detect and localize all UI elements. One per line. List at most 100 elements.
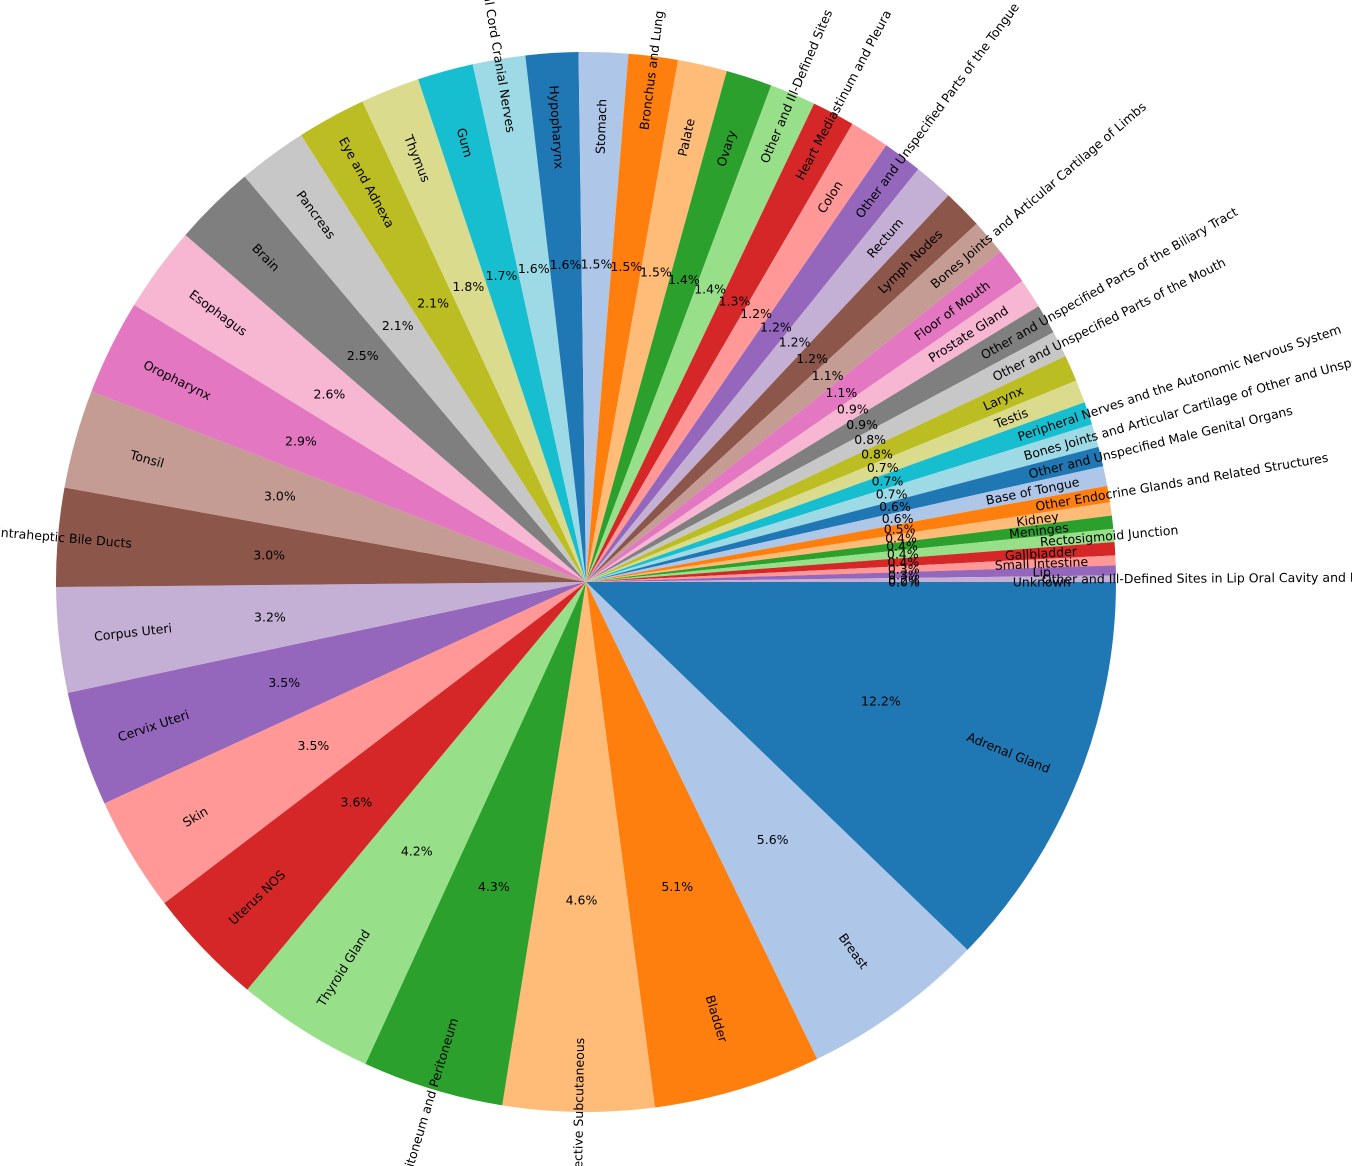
slice-meninges	[586, 515, 1114, 582]
slice-breast	[586, 582, 968, 1059]
percent-label-other-and-unspecified-parts-of-the-mouth: 0.8%	[854, 432, 886, 447]
percent-label-other-endocrine-glands-and-related-structures: 0.5%	[884, 522, 916, 537]
slice-other-and-unspecified-parts-of-the-tongue	[586, 145, 919, 583]
percent-label-palate: 1.5%	[640, 264, 672, 279]
percent-label-uterus-nos: 3.6%	[341, 795, 373, 810]
percent-label-thyroid-gland: 4.2%	[401, 844, 433, 859]
category-label-gallbladder: Gallbladder	[1004, 544, 1078, 564]
slice-kidney	[586, 502, 1112, 582]
percent-label-bones-joints-and-articular-cartilage-of-other-and-unspecified-sites: 0.7%	[876, 487, 908, 502]
percent-label-spinal-cord-cranial-nerves: 1.6%	[518, 261, 550, 276]
slice-eye-and-adnexa	[301, 101, 586, 582]
category-label-stomach: Stomach	[593, 99, 610, 155]
slice-uterus-nos	[164, 582, 586, 990]
percent-label-eye-and-adnexa: 2.1%	[417, 296, 449, 311]
percent-label-pancreas: 2.1%	[382, 318, 414, 333]
category-label-meninges: Meninges	[1008, 520, 1069, 542]
percent-label-other-and-ill-defined-sites: 1.4%	[694, 282, 726, 297]
slice-palate	[586, 60, 727, 583]
percent-label-stomach: 1.5%	[581, 257, 613, 272]
slice-other-and-unspecified-parts-of-the-mouth	[586, 332, 1066, 582]
slice-corpus-uteri	[56, 582, 586, 693]
slice-thymus	[362, 79, 586, 583]
percent-label-connective-subcutaneous: 4.6%	[566, 892, 598, 907]
slice-skin	[104, 582, 587, 904]
slice-other-and-ill-defined-sites	[586, 85, 815, 583]
slice-brain	[185, 176, 586, 582]
percent-label-tonsil: 3.0%	[264, 489, 296, 504]
percent-label-retroperitoneum-and-peritoneum: 4.3%	[478, 879, 510, 894]
percent-label-skin: 3.5%	[298, 738, 330, 753]
percent-label-prostate-gland: 0.9%	[837, 401, 869, 416]
slice-small-intestine	[586, 555, 1116, 582]
slice-adrenal-gland	[586, 582, 1116, 950]
slice-other-and-ill-defined-sites-in-lip-oral-cavity-and-pharynx	[586, 575, 1116, 582]
slice-cervix-uteri	[67, 582, 587, 804]
category-label-other-and-ill-defined-sites-in-lip-oral-cavity-and-pharynx: Other and Ill-Defined Sites in Lip Oral …	[1042, 569, 1352, 586]
slice-ovary	[586, 71, 772, 582]
percent-label-thymus: 1.8%	[452, 279, 484, 294]
slice-gallbladder	[586, 542, 1116, 582]
slice-larynx	[586, 356, 1077, 582]
slice-peripheral-nerves-and-the-autonomic-nervous-system	[586, 402, 1093, 582]
percent-label-bones-joints-and-articular-cartilage-of-limbs: 1.1%	[812, 368, 844, 383]
category-label-small-intestine: Small Intestine	[994, 554, 1088, 573]
slice-floor-of-mouth	[586, 251, 1023, 582]
percent-label-hypopharynx: 1.6%	[550, 257, 582, 272]
percent-label-meninges: 0.4%	[886, 539, 918, 554]
percent-label-floor-of-mouth: 1.1%	[825, 385, 857, 400]
percent-label-adrenal-gland: 12.2%	[861, 694, 901, 709]
slice-hypopharynx	[525, 52, 586, 583]
percent-label-heart-mediastinum-and-pleura: 1.3%	[719, 293, 751, 308]
slice-liver-and-intraheptic-bile-ducts	[55, 487, 587, 587]
slice-esophagus	[134, 234, 586, 583]
category-label-connective-subcutaneous: Connective Subcutaneous	[570, 1038, 587, 1166]
percent-label-breast: 5.6%	[757, 832, 789, 847]
percent-label-ovary: 1.4%	[668, 272, 700, 287]
percent-label-testis: 0.7%	[867, 460, 899, 475]
category-label-lip: Lip	[1032, 564, 1051, 579]
percent-label-small-intestine: 0.3%	[888, 562, 920, 577]
percent-label-gum: 1.7%	[486, 268, 518, 283]
category-label-unknown: Unknown	[1013, 575, 1071, 590]
slice-thyroid-gland	[247, 582, 587, 1064]
slice-connective-subcutaneous	[502, 582, 655, 1112]
category-label-hypopharynx: Hypopharynx	[546, 85, 566, 170]
slice-rectum	[586, 169, 949, 582]
percent-label-cervix-uteri: 3.5%	[268, 675, 300, 690]
slice-other-and-unspecified-parts-of-the-biliary-tract	[586, 306, 1054, 582]
slice-retroperitoneum-and-peritoneum	[365, 582, 586, 1106]
percent-label-lymph-nodes: 1.2%	[796, 351, 828, 366]
category-label-kidney: Kidney	[1015, 509, 1060, 530]
slice-gum	[418, 64, 586, 582]
slice-tonsil	[64, 391, 587, 582]
percent-label-liver-and-intraheptic-bile-ducts: 3.0%	[253, 548, 285, 563]
percent-label-colon: 1.2%	[740, 306, 772, 321]
percent-label-other-and-unspecified-male-genital-organs: 0.6%	[879, 499, 911, 514]
percent-label-other-and-ill-defined-sites-in-lip-oral-cavity-and-pharynx: 0.2%	[888, 573, 920, 588]
slice-other-endocrine-glands-and-related-structures	[586, 485, 1110, 582]
percent-label-peripheral-nerves-and-the-autonomic-nervous-system: 0.7%	[872, 473, 904, 488]
percent-label-larynx: 0.8%	[861, 446, 893, 461]
pie-slices	[55, 51, 1116, 1112]
percent-label-lip: 0.3%	[888, 568, 920, 583]
slice-other-and-unspecified-male-genital-organs	[586, 446, 1104, 582]
slice-base-of-tongue	[586, 466, 1108, 582]
slice-lymph-nodes	[586, 195, 977, 582]
slice-spinal-cord-cranial-nerves	[472, 55, 586, 583]
slice-lip	[586, 565, 1116, 582]
percent-label-rectum: 1.2%	[779, 334, 811, 349]
percent-label-unknown: 0.0%	[888, 575, 920, 590]
percent-label-rectosigmoid-junction: 0.4%	[887, 547, 919, 562]
slice-rectosigmoid-junction	[586, 528, 1115, 582]
slice-bladder	[586, 582, 818, 1108]
slice-bones-joints-and-articular-cartilage-of-limbs	[586, 223, 1001, 582]
percent-label-other-and-unspecified-parts-of-the-tongue: 1.2%	[760, 319, 792, 334]
category-label-bones-joints-and-articular-cartilage-of-limbs: Bones Joints and Articular Cartilage of …	[928, 99, 1150, 292]
slice-bones-joints-and-articular-cartilage-of-other-and-unspecified-sites	[586, 424, 1099, 582]
percent-label-other-and-unspecified-parts-of-the-biliary-tract: 0.9%	[846, 417, 878, 432]
percent-label-kidney: 0.4%	[885, 531, 917, 546]
percent-labels: 12.2% 5.6% 5.1% 4.6% 4.3% 4.2% 3.6% 3.5% 3.5% 3.2…	[253, 257, 920, 908]
slice-prostate-gland	[586, 281, 1039, 582]
